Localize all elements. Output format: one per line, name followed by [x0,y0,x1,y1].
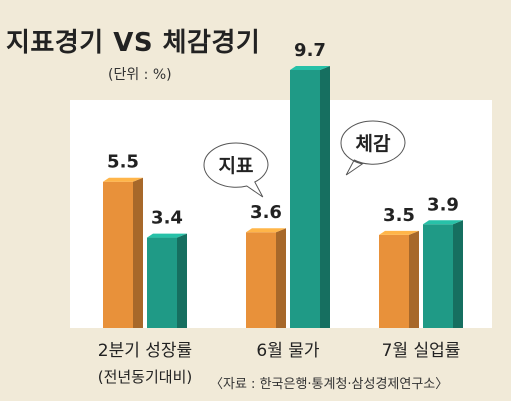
bar-top-0-0 [103,177,143,182]
bar-side-0-1 [276,228,286,328]
chart-title: 지표경기 VS 체감경기 [6,28,261,58]
category-label: 6월 물가 [256,341,319,361]
bar-top-0-1 [246,228,286,233]
bar-지표-0 [103,181,133,328]
bar-top-0-2 [379,230,419,235]
bar-체감-0 [147,237,177,328]
legend-bubble-sentiment: 체감 [340,120,406,176]
legend-bubble-indicator: 지표 [203,142,269,198]
bar-side-0-2 [409,230,419,328]
bar-side-1-0 [177,233,187,328]
bar-체감-2 [423,224,453,328]
bar-side-1-2 [453,220,463,328]
bar-top-1-2 [423,220,463,225]
category-label: 2분기 성장률 [98,341,192,361]
bar-지표-1 [246,232,276,328]
value-label: 3.5 [383,205,415,226]
value-label: 5.5 [107,152,139,173]
source-note: 〈자료 : 한국은행·통계청·삼성경제연구소〉 [210,377,449,392]
value-label: 9.7 [294,40,326,61]
bar-top-1-0 [147,233,187,238]
bar-지표-2 [379,234,409,328]
value-label: 3.4 [151,208,183,229]
value-label: 3.6 [250,202,282,223]
category-label: 7월 실업률 [382,341,461,361]
bar-side-1-1 [320,66,330,328]
legend-bubble-sentiment-shape [340,120,406,176]
legend-bubble-sentiment-text: 체감 [356,133,391,155]
bar-체감-1 [290,70,320,328]
legend-bubble-indicator-shape [203,142,269,198]
bar-top-1-1 [290,66,330,70]
category-sublabel: (전년동기대비) [98,368,193,386]
unit-label: (단위 : %) [108,67,172,83]
bar-side-0-0 [133,177,143,328]
legend-bubble-indicator-text: 지표 [219,155,254,177]
value-label: 3.9 [427,194,459,215]
